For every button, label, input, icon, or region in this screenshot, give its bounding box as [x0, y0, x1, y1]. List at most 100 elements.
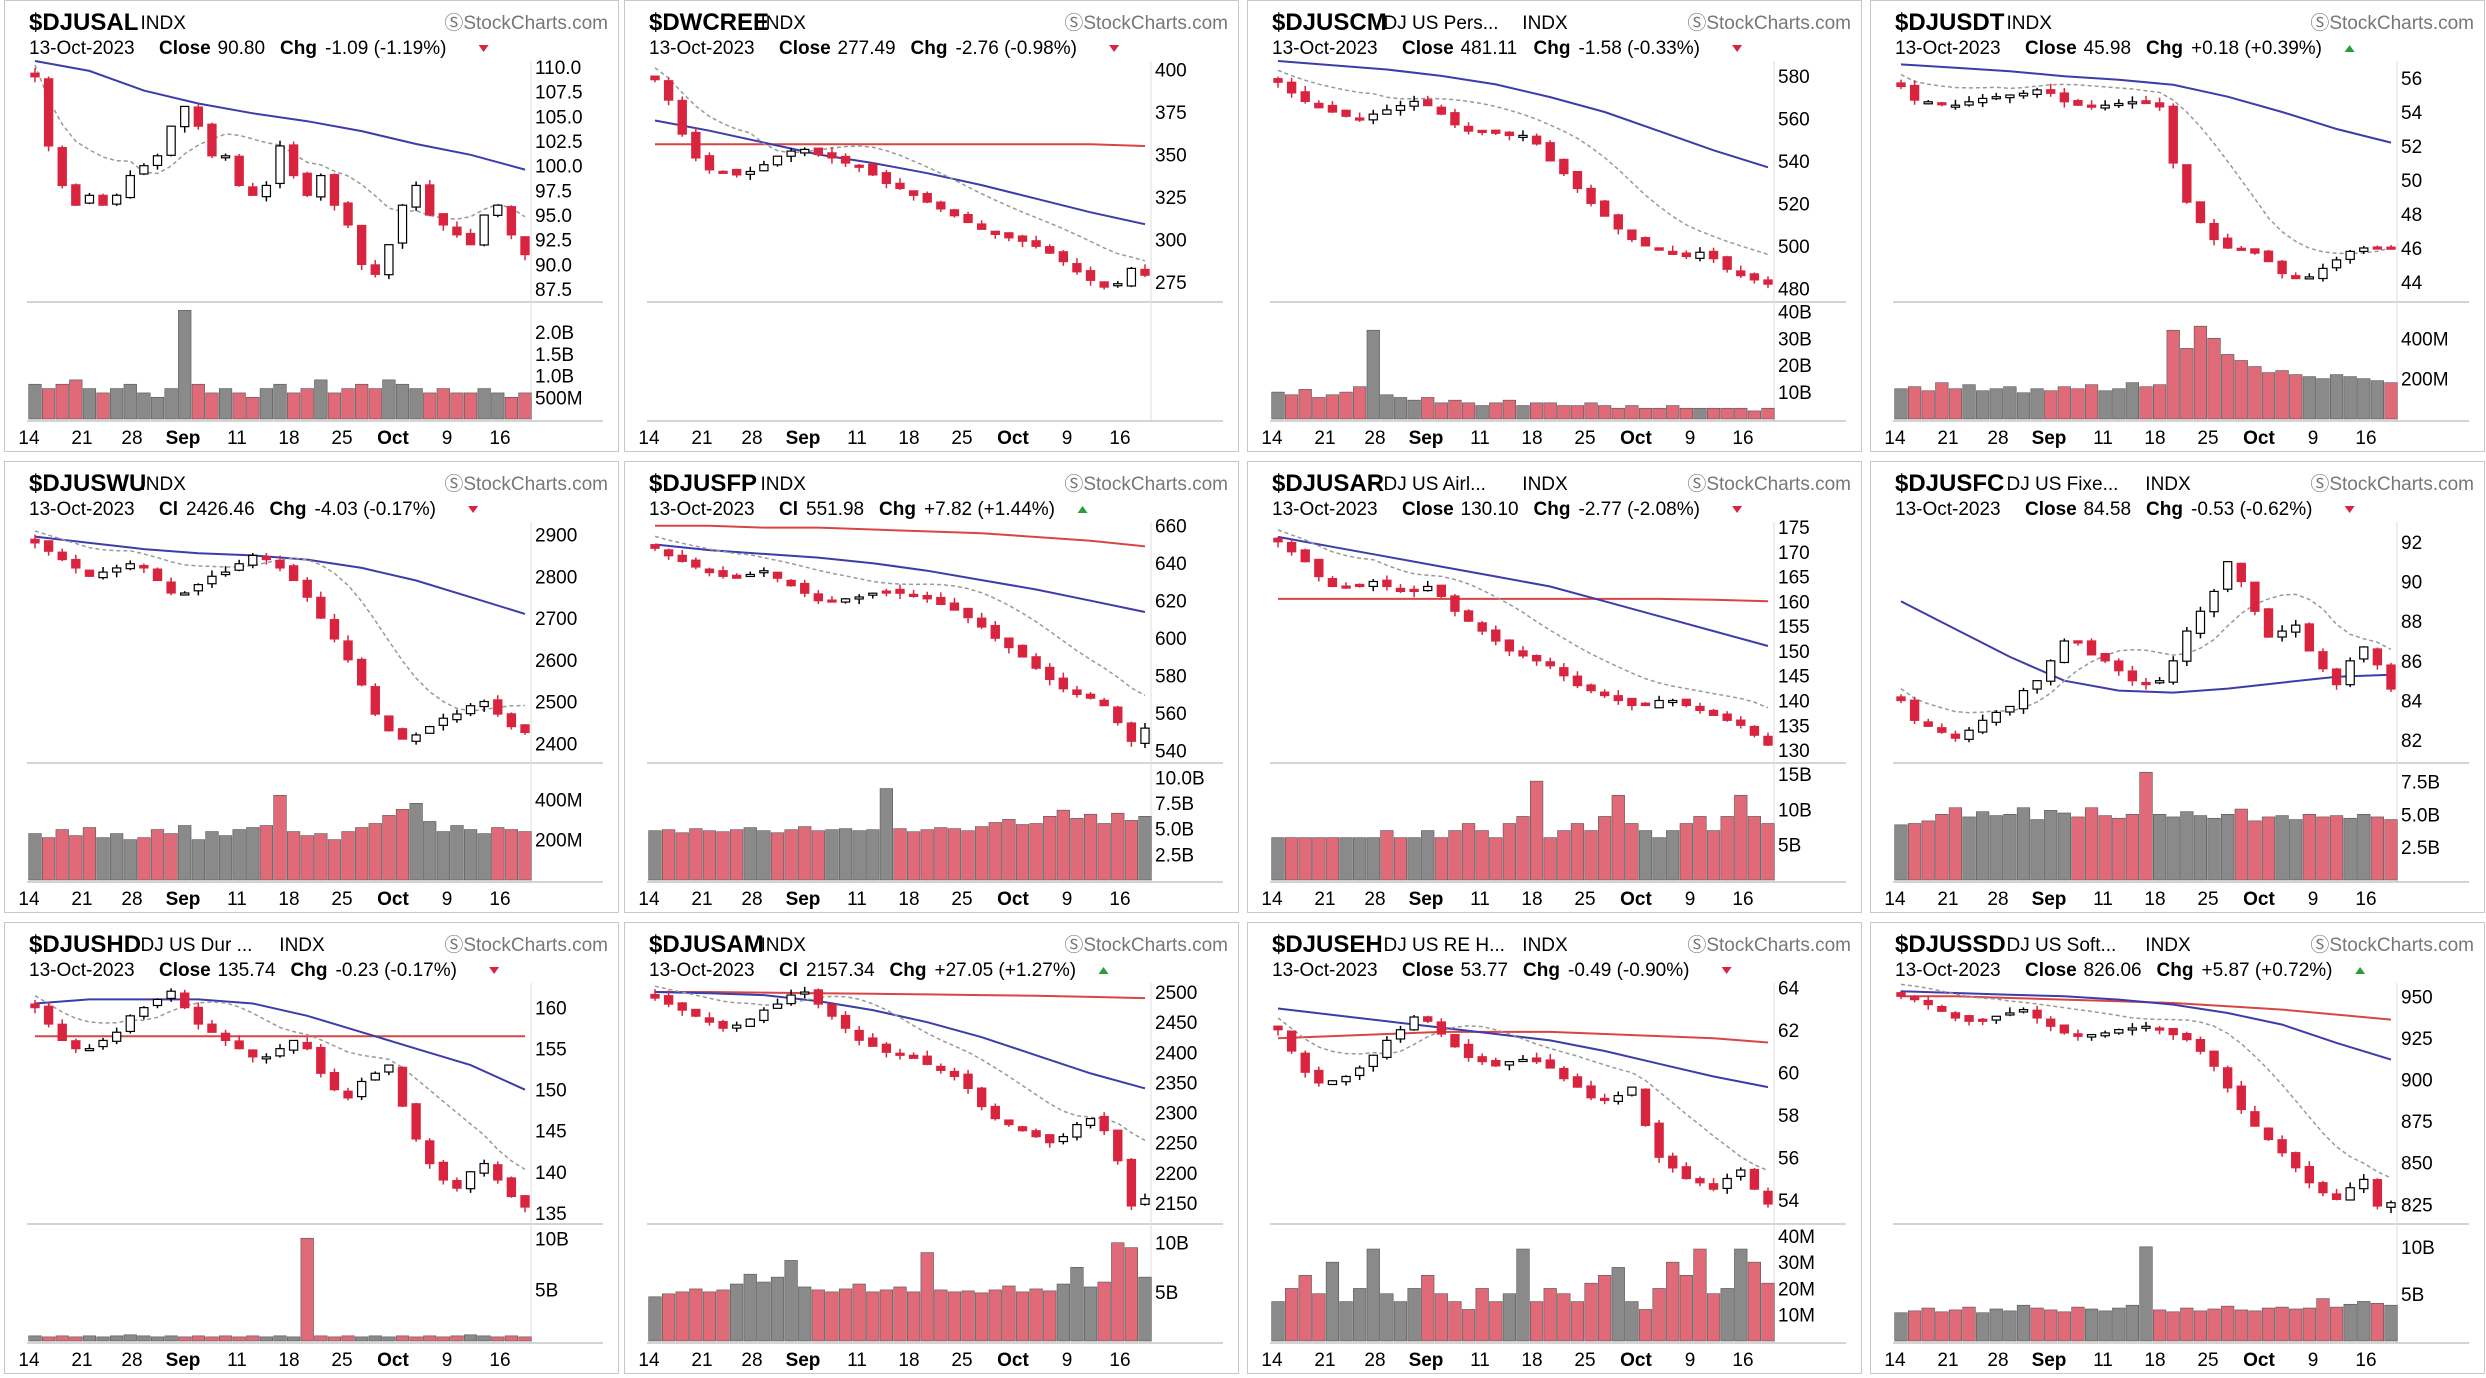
candle [2263, 250, 2274, 263]
down-arrow-icon [468, 506, 479, 513]
candle [1722, 256, 1732, 270]
volume-bar [123, 1334, 137, 1342]
candle [84, 569, 95, 577]
candle [248, 554, 258, 566]
chart-panel[interactable]: $DJUSAR DJ US Airl... INDX ⓈStockCharts.com… [1247, 461, 1862, 913]
chart-panel[interactable]: $DJUSHD DJ US Dur ... INDX ⓈStockCharts.com… [4, 922, 619, 1374]
candle [1964, 1015, 1974, 1022]
chart-panel[interactable]: $DJUSAM INDX ⓈStockCharts.com 13-Oct-2023 Cl… [624, 922, 1239, 1374]
candle [57, 147, 67, 187]
volume-bar [2098, 390, 2112, 420]
x-tick-label: 21 [1937, 1350, 1958, 1371]
volume-bar [164, 1335, 178, 1342]
volume-bar [1734, 794, 1748, 881]
candle [2277, 260, 2287, 275]
candle [1491, 1059, 1501, 1067]
price-tick-label: 925 [2401, 1029, 2433, 1050]
volume-tick-label: 10M [1778, 1306, 1815, 1327]
candle [1559, 1067, 1569, 1080]
candle [1314, 558, 1324, 578]
candle [827, 599, 837, 603]
volume-bar [1393, 1301, 1408, 1342]
candle [438, 1161, 449, 1181]
candle [98, 571, 108, 579]
volume-bar [1543, 402, 1557, 420]
x-tick-label: 25 [2197, 1350, 2218, 1371]
candle [2127, 1027, 2138, 1031]
candle [1749, 1168, 1760, 1190]
volume-bar [852, 830, 866, 881]
candle [2032, 1009, 2042, 1019]
volume-bar [96, 837, 110, 881]
x-tick-label: 18 [1521, 428, 1542, 449]
x-tick-label: 21 [1314, 428, 1335, 449]
provider-watermark: ⓈStockCharts.com [1064, 473, 1228, 495]
volume-bar [409, 1336, 423, 1342]
candle [1341, 109, 1351, 117]
volume-tick-label: 10B [535, 1229, 569, 1250]
volume-bar [1325, 394, 1340, 420]
close-label: Close [1402, 499, 1454, 520]
volume-bar [1298, 389, 1312, 420]
candle [1977, 1018, 1988, 1022]
x-tick-label: Sep [2032, 428, 2067, 449]
candle [111, 567, 122, 573]
chart-panel[interactable]: $DJUSFP INDX ⓈStockCharts.com 13-Oct-2023 Cl… [624, 461, 1239, 913]
volume-bar [2384, 819, 2398, 881]
price-tick-label: 97.5 [535, 181, 572, 202]
chart-panel[interactable]: $DJUSCM DJ US Pers... INDX ⓈStockCharts.com… [1247, 0, 1862, 452]
x-tick-label: 28 [1364, 889, 1385, 910]
volume-tick-label: 30M [1778, 1253, 1815, 1274]
chart-panel[interactable]: $DWCREE INDX ⓈStockCharts.com 13-Oct-2023 Cl… [624, 0, 1239, 452]
candle [1354, 1067, 1365, 1077]
candle [1627, 697, 1637, 707]
candle [356, 224, 367, 266]
volume-bar [1747, 816, 1761, 881]
price-tick-label: 86 [2401, 652, 2422, 673]
candle [1072, 263, 1082, 273]
x-tick-label: Oct [1620, 1350, 1652, 1371]
chart-panel[interactable]: $DJUSAL INDX ⓈStockCharts.com 13-Oct-2023 Cl… [4, 0, 619, 452]
chart-panel[interactable]: $DJUSSD DJ US Soft... INDX ⓈStockCharts.com… [1870, 922, 2485, 1374]
x-tick-label: 28 [121, 428, 142, 449]
candle [166, 125, 176, 156]
x-tick-label: 21 [691, 1350, 712, 1371]
candle [425, 725, 435, 734]
price-tick-label: 350 [1155, 146, 1187, 167]
provider-watermark: ⓈStockCharts.com [444, 473, 608, 495]
volume-bar [518, 392, 532, 420]
chart-panel[interactable]: $DJUSWU INDX ⓈStockCharts.com 13-Oct-2023 Cl… [4, 461, 619, 913]
chart-panel[interactable]: $DJUSFC DJ US Fixe... INDX ⓈStockCharts.com… [1870, 461, 2485, 913]
candle [895, 1052, 905, 1056]
exchange-label: INDX [141, 474, 187, 495]
candle [1113, 1129, 1123, 1162]
volume-bar [2357, 378, 2371, 420]
candle [2304, 276, 2315, 280]
price-tick-label: 64 [1778, 978, 1800, 999]
candle [1045, 246, 1055, 254]
volume-tick-label: 2.5B [2401, 838, 2440, 859]
candle [1463, 125, 1474, 132]
candle [1572, 675, 1583, 687]
chart-panel[interactable]: $DJUSEH DJ US RE H... INDX ⓈStockCharts.com… [1247, 922, 1862, 1374]
price-tick-label: 145 [1778, 667, 1810, 688]
candle [111, 1031, 122, 1042]
candle [1341, 1075, 1351, 1083]
volume-bar [218, 1335, 233, 1342]
candle [2114, 660, 2124, 672]
candle [152, 998, 163, 1007]
provider-watermark: ⓈStockCharts.com [1687, 12, 1851, 34]
candle [316, 596, 326, 619]
candle [234, 1040, 244, 1050]
volume-bar [2221, 814, 2235, 881]
volume-bar [491, 392, 505, 420]
close-value: 84.58 [2084, 499, 2132, 520]
candle [2046, 89, 2056, 94]
volume-bar [2234, 360, 2248, 420]
price-tick-label: 600 [1155, 629, 1187, 650]
candle [1937, 102, 1947, 106]
volume-bar [1948, 807, 1963, 881]
candle [1300, 549, 1310, 563]
price-tick-label: 50 [2401, 171, 2422, 192]
chart-panel[interactable]: $DJUSDT INDX ⓈStockCharts.com 13-Oct-2023 Cl… [1870, 0, 2485, 452]
